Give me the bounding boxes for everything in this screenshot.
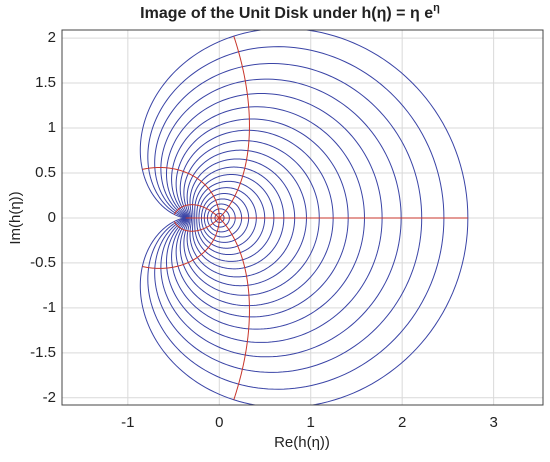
x-tick-label: 2	[398, 414, 406, 431]
x-tick-label: -1	[121, 414, 134, 431]
plot-area	[139, 30, 469, 405]
ray-image	[142, 166, 220, 218]
ray-image	[142, 217, 220, 269]
chart-title: Image of the Unit Disk under h(η) = η eη	[140, 2, 440, 22]
y-tick-label: -1.5	[30, 344, 56, 361]
y-axis-label: Im(h(η))	[7, 191, 24, 244]
y-tick-label: 1	[48, 119, 56, 136]
x-tick-label: 1	[307, 414, 315, 431]
ray-image	[218, 35, 250, 219]
y-tick-label: 2	[48, 29, 56, 46]
y-tick-label: 0	[48, 209, 56, 226]
ray-image	[173, 217, 220, 232]
y-tick-label: -2	[43, 389, 56, 406]
ray-image	[173, 204, 220, 219]
axes-box	[61, 29, 544, 406]
ray-image	[218, 217, 250, 400]
y-tick-label: 1.5	[35, 74, 56, 91]
x-axis-label: Re(h(η))	[274, 434, 330, 451]
y-tick-label: -0.5	[30, 254, 56, 271]
y-tick-label: 0.5	[35, 164, 56, 181]
x-tick-label: 3	[489, 414, 497, 431]
x-tick-label: 0	[215, 414, 223, 431]
y-tick-label: -1	[43, 299, 56, 316]
